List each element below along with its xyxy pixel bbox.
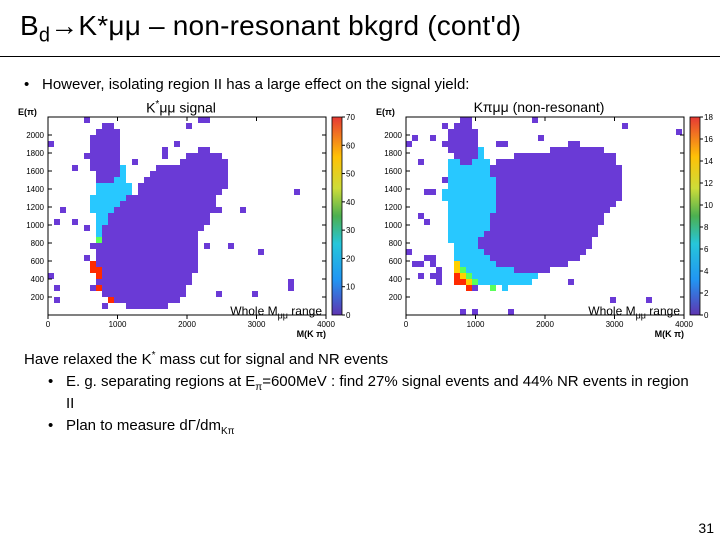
svg-text:600: 600 xyxy=(31,257,45,266)
svg-text:600: 600 xyxy=(389,257,403,266)
svg-text:M(K π): M(K π) xyxy=(297,329,326,339)
svg-text:3000: 3000 xyxy=(606,320,624,329)
title-rest: →K*μμ – non-resonant bkgrd (cont'd) xyxy=(50,10,521,41)
chart-row: K*μμ signal 0100020003000400020040060080… xyxy=(0,99,720,347)
svg-text:1400: 1400 xyxy=(384,185,402,194)
svg-text:1400: 1400 xyxy=(26,185,44,194)
svg-text:30: 30 xyxy=(346,226,355,235)
svg-text:14: 14 xyxy=(704,157,713,166)
svg-text:10: 10 xyxy=(704,201,713,210)
bottom-bullet-2: Plan to measure dΓ/dmKπ xyxy=(48,416,696,438)
svg-text:4: 4 xyxy=(704,267,709,276)
svg-text:1000: 1000 xyxy=(109,320,127,329)
title-sub: d xyxy=(39,25,50,47)
svg-text:50: 50 xyxy=(346,169,355,178)
svg-text:1000: 1000 xyxy=(384,221,402,230)
svg-text:40: 40 xyxy=(346,198,355,207)
svg-text:800: 800 xyxy=(389,239,403,248)
svg-text:200: 200 xyxy=(31,293,45,302)
svg-text:1000: 1000 xyxy=(467,320,485,329)
svg-text:16: 16 xyxy=(704,135,713,144)
svg-text:0: 0 xyxy=(346,311,351,320)
bottom-bullets: Have relaxed the K* mass cut for signal … xyxy=(0,347,720,438)
chart-b-sublabel: Whole Mμμ range xyxy=(588,304,680,320)
title-pre: B xyxy=(20,10,39,41)
svg-text:10: 10 xyxy=(346,283,355,292)
svg-text:0: 0 xyxy=(404,320,409,329)
chart-b-wrap: Kπμμ (non-resonant) 01000200030004000200… xyxy=(364,101,714,341)
svg-text:1800: 1800 xyxy=(26,149,44,158)
svg-text:20: 20 xyxy=(346,254,355,263)
svg-text:0: 0 xyxy=(704,311,709,320)
svg-text:1600: 1600 xyxy=(384,167,402,176)
svg-text:400: 400 xyxy=(389,275,403,284)
svg-text:8: 8 xyxy=(704,223,709,232)
svg-text:6: 6 xyxy=(704,245,709,254)
svg-text:1800: 1800 xyxy=(384,149,402,158)
svg-text:800: 800 xyxy=(31,239,45,248)
bottom-bullet-1: E. g. separating regions at Eπ=600MeV : … xyxy=(48,372,696,414)
svg-text:2000: 2000 xyxy=(178,320,196,329)
svg-text:1200: 1200 xyxy=(26,203,44,212)
svg-text:4000: 4000 xyxy=(317,320,335,329)
svg-text:3000: 3000 xyxy=(248,320,266,329)
svg-text:4000: 4000 xyxy=(675,320,693,329)
top-bullets: However, isolating region II has a large… xyxy=(0,57,720,95)
chart-a-wrap: K*μμ signal 0100020003000400020040060080… xyxy=(6,101,356,341)
svg-text:400: 400 xyxy=(31,275,45,284)
svg-text:1200: 1200 xyxy=(384,203,402,212)
chart-b-title: Kπμμ (non-resonant) xyxy=(364,99,714,115)
svg-text:1000: 1000 xyxy=(26,221,44,230)
page-number: 31 xyxy=(698,520,714,536)
slide-title: Bd→K*μμ – non-resonant bkgrd (cont'd) xyxy=(0,0,720,57)
svg-text:2000: 2000 xyxy=(384,131,402,140)
svg-text:2000: 2000 xyxy=(536,320,554,329)
svg-text:M(K π): M(K π) xyxy=(655,329,684,339)
svg-text:2: 2 xyxy=(704,289,709,298)
svg-text:0: 0 xyxy=(46,320,51,329)
svg-text:2000: 2000 xyxy=(26,131,44,140)
svg-text:200: 200 xyxy=(389,293,403,302)
svg-text:60: 60 xyxy=(346,141,355,150)
svg-text:12: 12 xyxy=(704,179,713,188)
top-bullet-1: However, isolating region II has a large… xyxy=(24,75,696,95)
chart-a-title: K*μμ signal xyxy=(6,99,356,116)
bottom-lead: Have relaxed the K* mass cut for signal … xyxy=(24,349,696,370)
svg-text:1600: 1600 xyxy=(26,167,44,176)
chart-a-sublabel: Whole Mμμ range xyxy=(230,304,322,320)
